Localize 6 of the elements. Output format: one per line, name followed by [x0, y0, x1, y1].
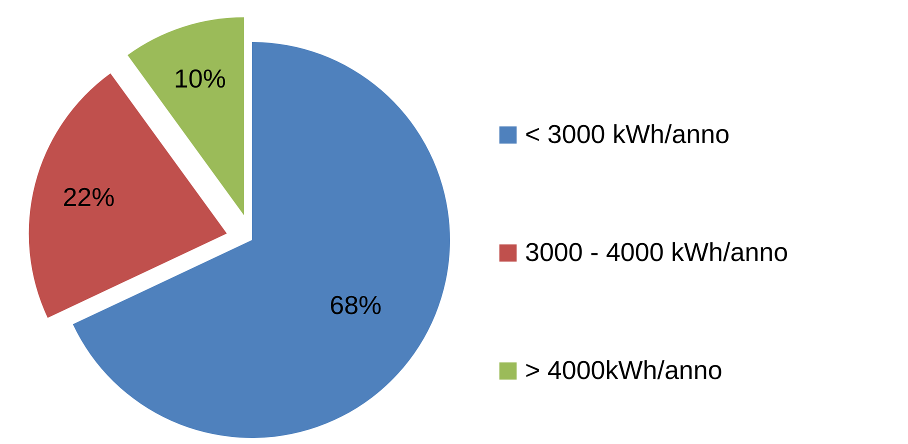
legend-label: < 3000 kWh/anno: [525, 119, 730, 149]
legend-label: 3000 - 4000 kWh/anno: [525, 237, 788, 267]
legend-label: > 4000kWh/anno: [525, 355, 722, 385]
data-label: 68%: [330, 290, 382, 320]
data-label: 10%: [174, 64, 226, 94]
data-label: 22%: [62, 182, 115, 212]
